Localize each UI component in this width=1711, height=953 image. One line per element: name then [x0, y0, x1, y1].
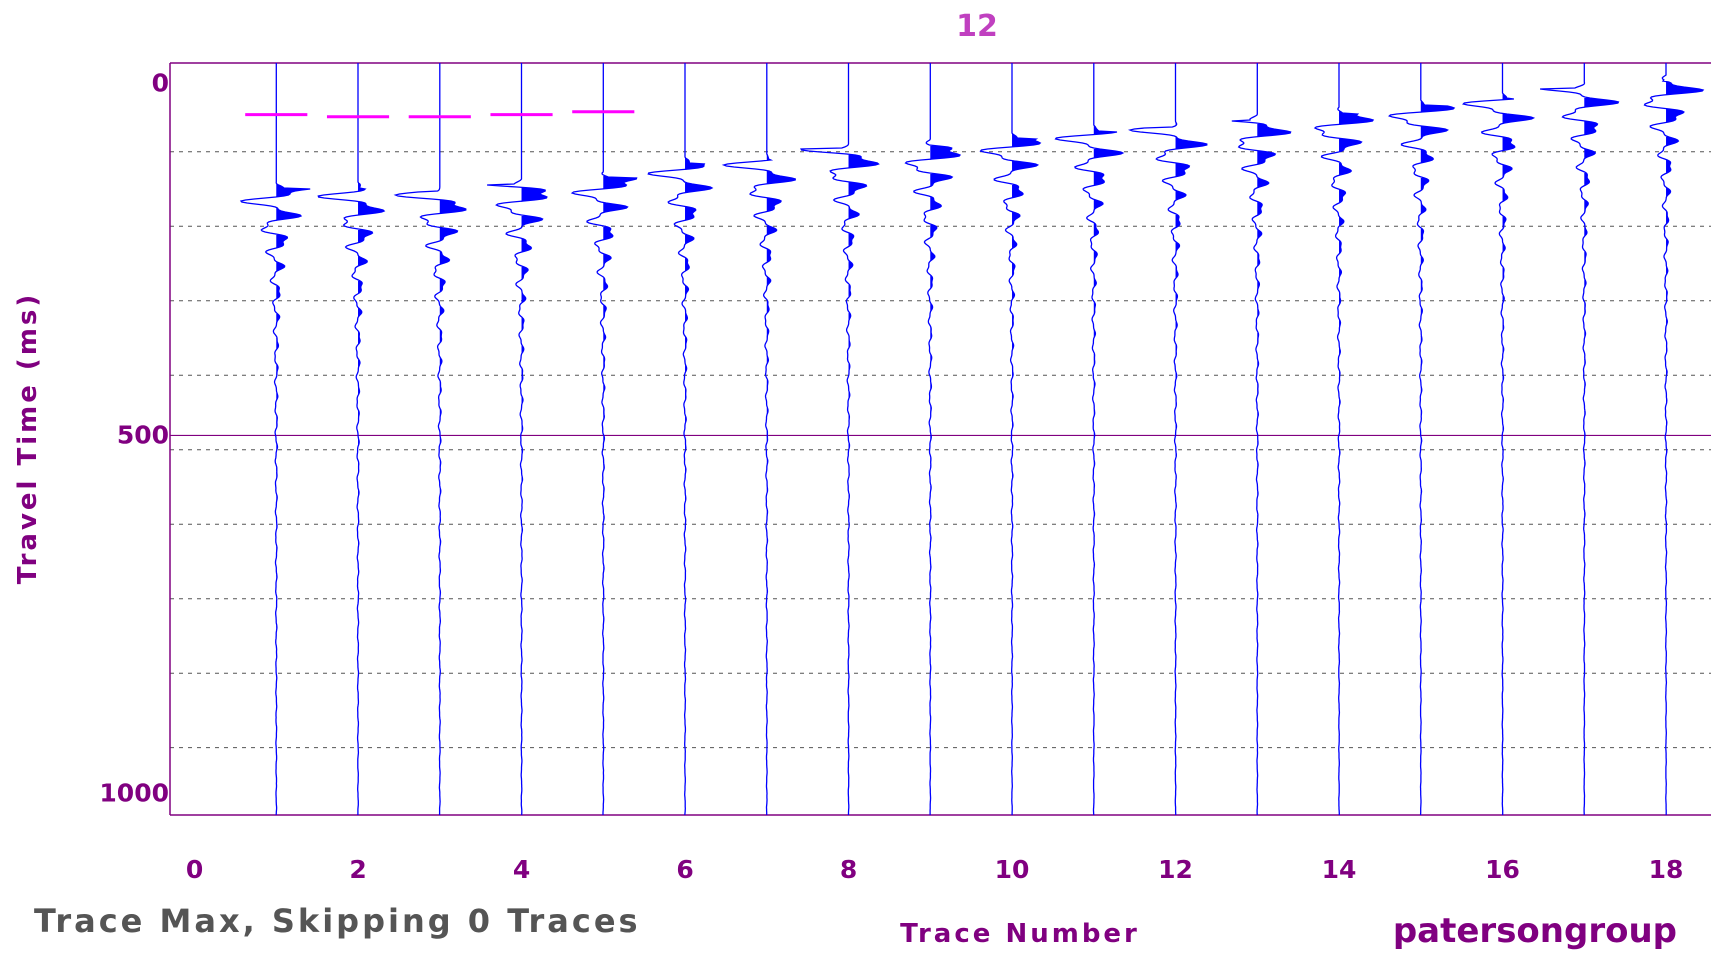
- trace-wiggle: [904, 63, 962, 816]
- trace-wiggle: [800, 63, 880, 815]
- x-tick-label: 8: [840, 855, 857, 884]
- trace-fill: [358, 183, 385, 674]
- trace-wiggle: [570, 63, 638, 815]
- x-tick-label: 16: [1485, 855, 1520, 884]
- trace-fill: [1339, 111, 1374, 584]
- x-tick-label: 12: [1158, 855, 1193, 884]
- trace-wiggle: [317, 63, 386, 816]
- trace-fill: [1093, 126, 1123, 567]
- y-tick-label: 1000: [99, 779, 169, 808]
- trace-fill: [685, 158, 712, 602]
- y-axis-label: Travel Time (ms): [13, 292, 43, 585]
- trace-fill: [1420, 101, 1455, 572]
- trace-wiggle: [1054, 63, 1125, 816]
- y-tick-label: 0: [152, 68, 169, 97]
- axes: [169, 62, 1711, 816]
- trace-wiggle: [1388, 63, 1456, 815]
- trace-wiggle: [239, 63, 311, 815]
- trace-wiggle: [647, 63, 714, 816]
- trace-fill: [521, 188, 547, 661]
- trace-wiggle: [1231, 63, 1292, 815]
- x-tick-label: 6: [676, 855, 693, 884]
- x-tick-label: 10: [995, 855, 1030, 884]
- trace-fill: [1012, 134, 1041, 606]
- trace-wiggle: [1462, 63, 1536, 816]
- x-tick-label: 14: [1322, 855, 1357, 884]
- trace-wiggle: [1313, 63, 1375, 816]
- trace-wiggle: [1127, 63, 1208, 815]
- y-tick-labels: 0 500 1000: [99, 68, 169, 807]
- trace-fill: [439, 200, 466, 673]
- trace-wiggle: [1540, 63, 1620, 815]
- trace-fill: [1666, 82, 1704, 554]
- trace-fill: [1584, 98, 1619, 516]
- x-tick-label: 18: [1649, 855, 1684, 884]
- x-tick-label: 0: [186, 855, 203, 884]
- x-tick-label: 2: [349, 855, 366, 884]
- seismic-traces: [239, 63, 1705, 816]
- trace-wiggle: [487, 63, 548, 815]
- trace-fill: [1502, 94, 1534, 532]
- first-break-picks: [245, 110, 635, 119]
- trace-wiggle: [393, 63, 467, 815]
- trace-wiggle: [979, 63, 1042, 815]
- grid-lines: [170, 151, 1711, 749]
- trace-fill: [276, 184, 311, 629]
- x-tick-labels: 0 2 4 6 8 10 12 14 16 18: [186, 855, 1684, 884]
- trace-wiggle: [721, 63, 797, 815]
- patersongroup-logo: patersongroup: [1393, 911, 1677, 951]
- x-tick-label: 4: [513, 855, 530, 884]
- trace-fill: [766, 155, 796, 643]
- chart-title: 12: [956, 9, 998, 44]
- trace-fill: [603, 176, 637, 621]
- trace-wiggle: [1643, 63, 1705, 816]
- trace-fill: [1257, 124, 1291, 596]
- trace-max-note: Trace Max, Skipping 0 Traces: [34, 902, 641, 940]
- trace-fill: [930, 146, 960, 619]
- x-axis-label: Trace Number: [900, 919, 1140, 949]
- y-tick-label: 500: [117, 420, 169, 449]
- trace-fill: [1175, 123, 1207, 558]
